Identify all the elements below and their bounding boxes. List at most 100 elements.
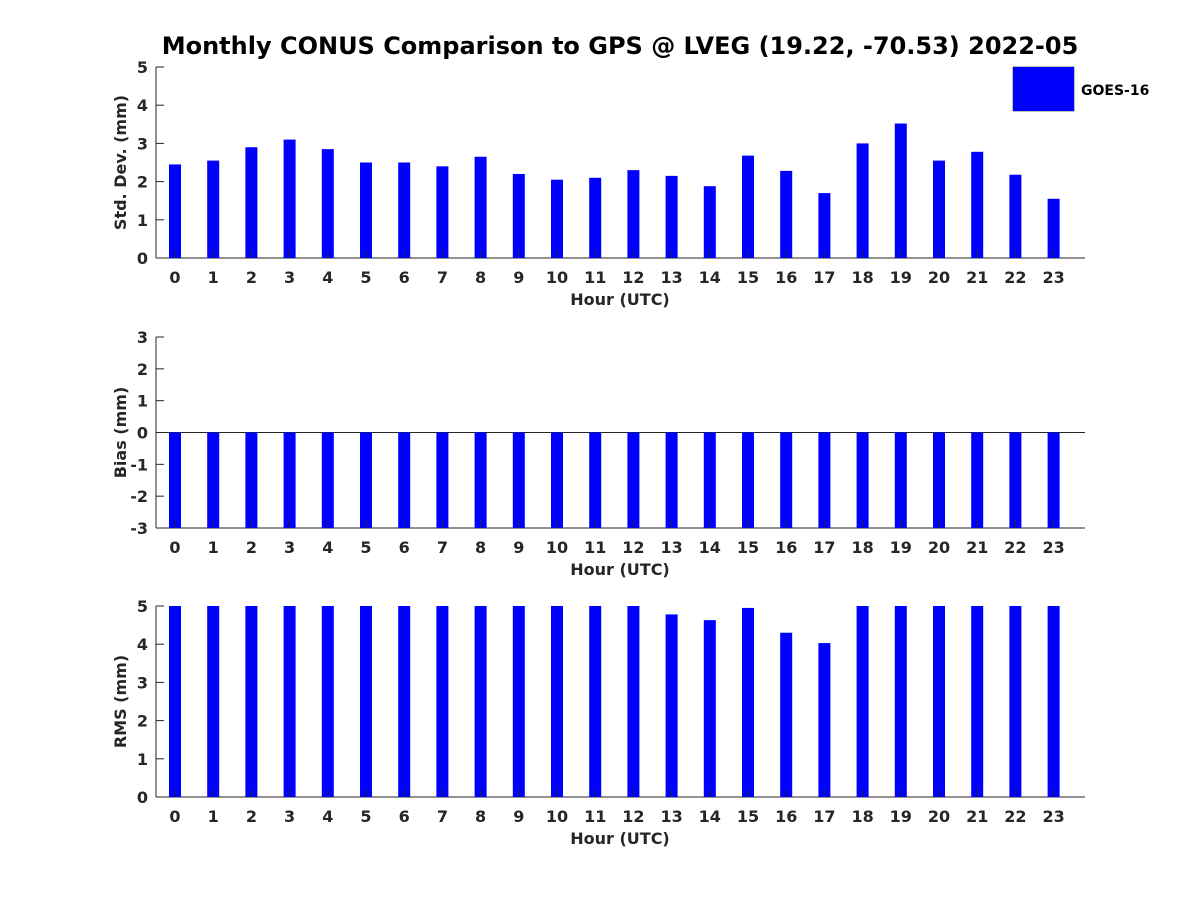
bar (589, 606, 602, 797)
x-tick-label: 5 (360, 807, 371, 826)
bar (971, 432, 984, 528)
x-tick-label: 14 (699, 268, 721, 287)
x-tick-label: 0 (169, 538, 180, 557)
x-tick-label: 10 (546, 538, 568, 557)
y-tick-label: -3 (130, 519, 148, 538)
x-tick-label: 10 (546, 268, 568, 287)
x-tick-label: 8 (475, 268, 486, 287)
x-tick-label: 23 (1042, 538, 1064, 557)
bar (512, 432, 525, 528)
bar (894, 432, 907, 528)
bar (856, 143, 869, 258)
bar (933, 432, 945, 528)
x-tick-label: 17 (813, 538, 835, 557)
bar (245, 606, 258, 797)
x-tick-label: 3 (284, 807, 295, 826)
bar (818, 432, 831, 528)
y-tick-label: 4 (137, 635, 148, 654)
x-tick-label: 11 (584, 538, 606, 557)
chart-title: Monthly CONUS Comparison to GPS @ LVEG (… (162, 32, 1079, 60)
bar (780, 170, 793, 258)
bar (474, 156, 487, 258)
legend-label: GOES-16 (1081, 83, 1149, 99)
y-tick-label: 1 (137, 392, 148, 411)
x-tick-label: 13 (660, 538, 682, 557)
x-tick-label: 21 (966, 538, 988, 557)
x-tick-label: 22 (1004, 268, 1026, 287)
x-tick-label: 16 (775, 538, 797, 557)
bar (169, 432, 181, 528)
bar (360, 162, 372, 258)
y-tick-label: 3 (137, 328, 148, 347)
x-tick-label: 4 (322, 268, 333, 287)
y-tick-label: 2 (137, 712, 148, 731)
bar (627, 170, 640, 258)
bar (971, 151, 984, 258)
y-axis-label: Bias (mm) (111, 387, 130, 479)
x-tick-label: 22 (1004, 807, 1026, 826)
bar (894, 606, 907, 797)
x-tick-label: 12 (622, 807, 644, 826)
bar (360, 432, 372, 528)
x-tick-label: 9 (513, 807, 524, 826)
bar (321, 432, 334, 528)
bar (474, 606, 487, 797)
x-tick-label: 20 (928, 807, 950, 826)
x-tick-label: 6 (399, 268, 410, 287)
bar (551, 606, 563, 797)
y-tick-label: 0 (137, 249, 148, 268)
x-tick-label: 7 (437, 807, 448, 826)
y-tick-label: 0 (137, 788, 148, 807)
x-tick-label: 21 (966, 807, 988, 826)
bar (933, 606, 945, 797)
x-tick-label: 5 (360, 538, 371, 557)
y-tick-label: 3 (137, 134, 148, 153)
bar (703, 432, 716, 528)
x-tick-label: 12 (622, 268, 644, 287)
x-tick-label: 13 (660, 268, 682, 287)
bar (703, 620, 716, 797)
bar (589, 177, 602, 258)
x-tick-label: 16 (775, 807, 797, 826)
legend-swatch (1013, 67, 1074, 111)
bar (283, 432, 296, 528)
bar (665, 614, 678, 797)
x-tick-label: 3 (284, 268, 295, 287)
y-tick-label: 4 (137, 96, 148, 115)
bar (627, 432, 640, 528)
y-tick-label: 2 (137, 360, 148, 379)
bar (169, 164, 181, 258)
x-tick-label: 23 (1042, 807, 1064, 826)
bar (1047, 198, 1060, 258)
bar (207, 160, 220, 258)
bar (283, 139, 296, 258)
bar (398, 432, 411, 528)
bar (169, 606, 181, 797)
x-tick-label: 2 (246, 268, 257, 287)
bar (742, 155, 754, 258)
x-tick-label: 6 (399, 807, 410, 826)
bar (436, 166, 449, 258)
bar (1009, 432, 1022, 528)
bar (818, 643, 831, 797)
x-tick-label: 4 (322, 807, 333, 826)
bar (245, 432, 258, 528)
bar (207, 606, 220, 797)
bar (398, 162, 411, 258)
bar (1047, 606, 1060, 797)
bar (856, 606, 869, 797)
bar (627, 606, 640, 797)
x-tick-label: 3 (284, 538, 295, 557)
legend: GOES-16 (1012, 66, 1149, 112)
bar (742, 607, 754, 797)
x-tick-label: 1 (208, 538, 219, 557)
bar (207, 432, 220, 528)
x-tick-label: 10 (546, 807, 568, 826)
x-axis-label: Hour (UTC) (570, 560, 670, 579)
x-tick-label: 7 (437, 268, 448, 287)
x-tick-label: 21 (966, 268, 988, 287)
x-tick-label: 9 (513, 268, 524, 287)
